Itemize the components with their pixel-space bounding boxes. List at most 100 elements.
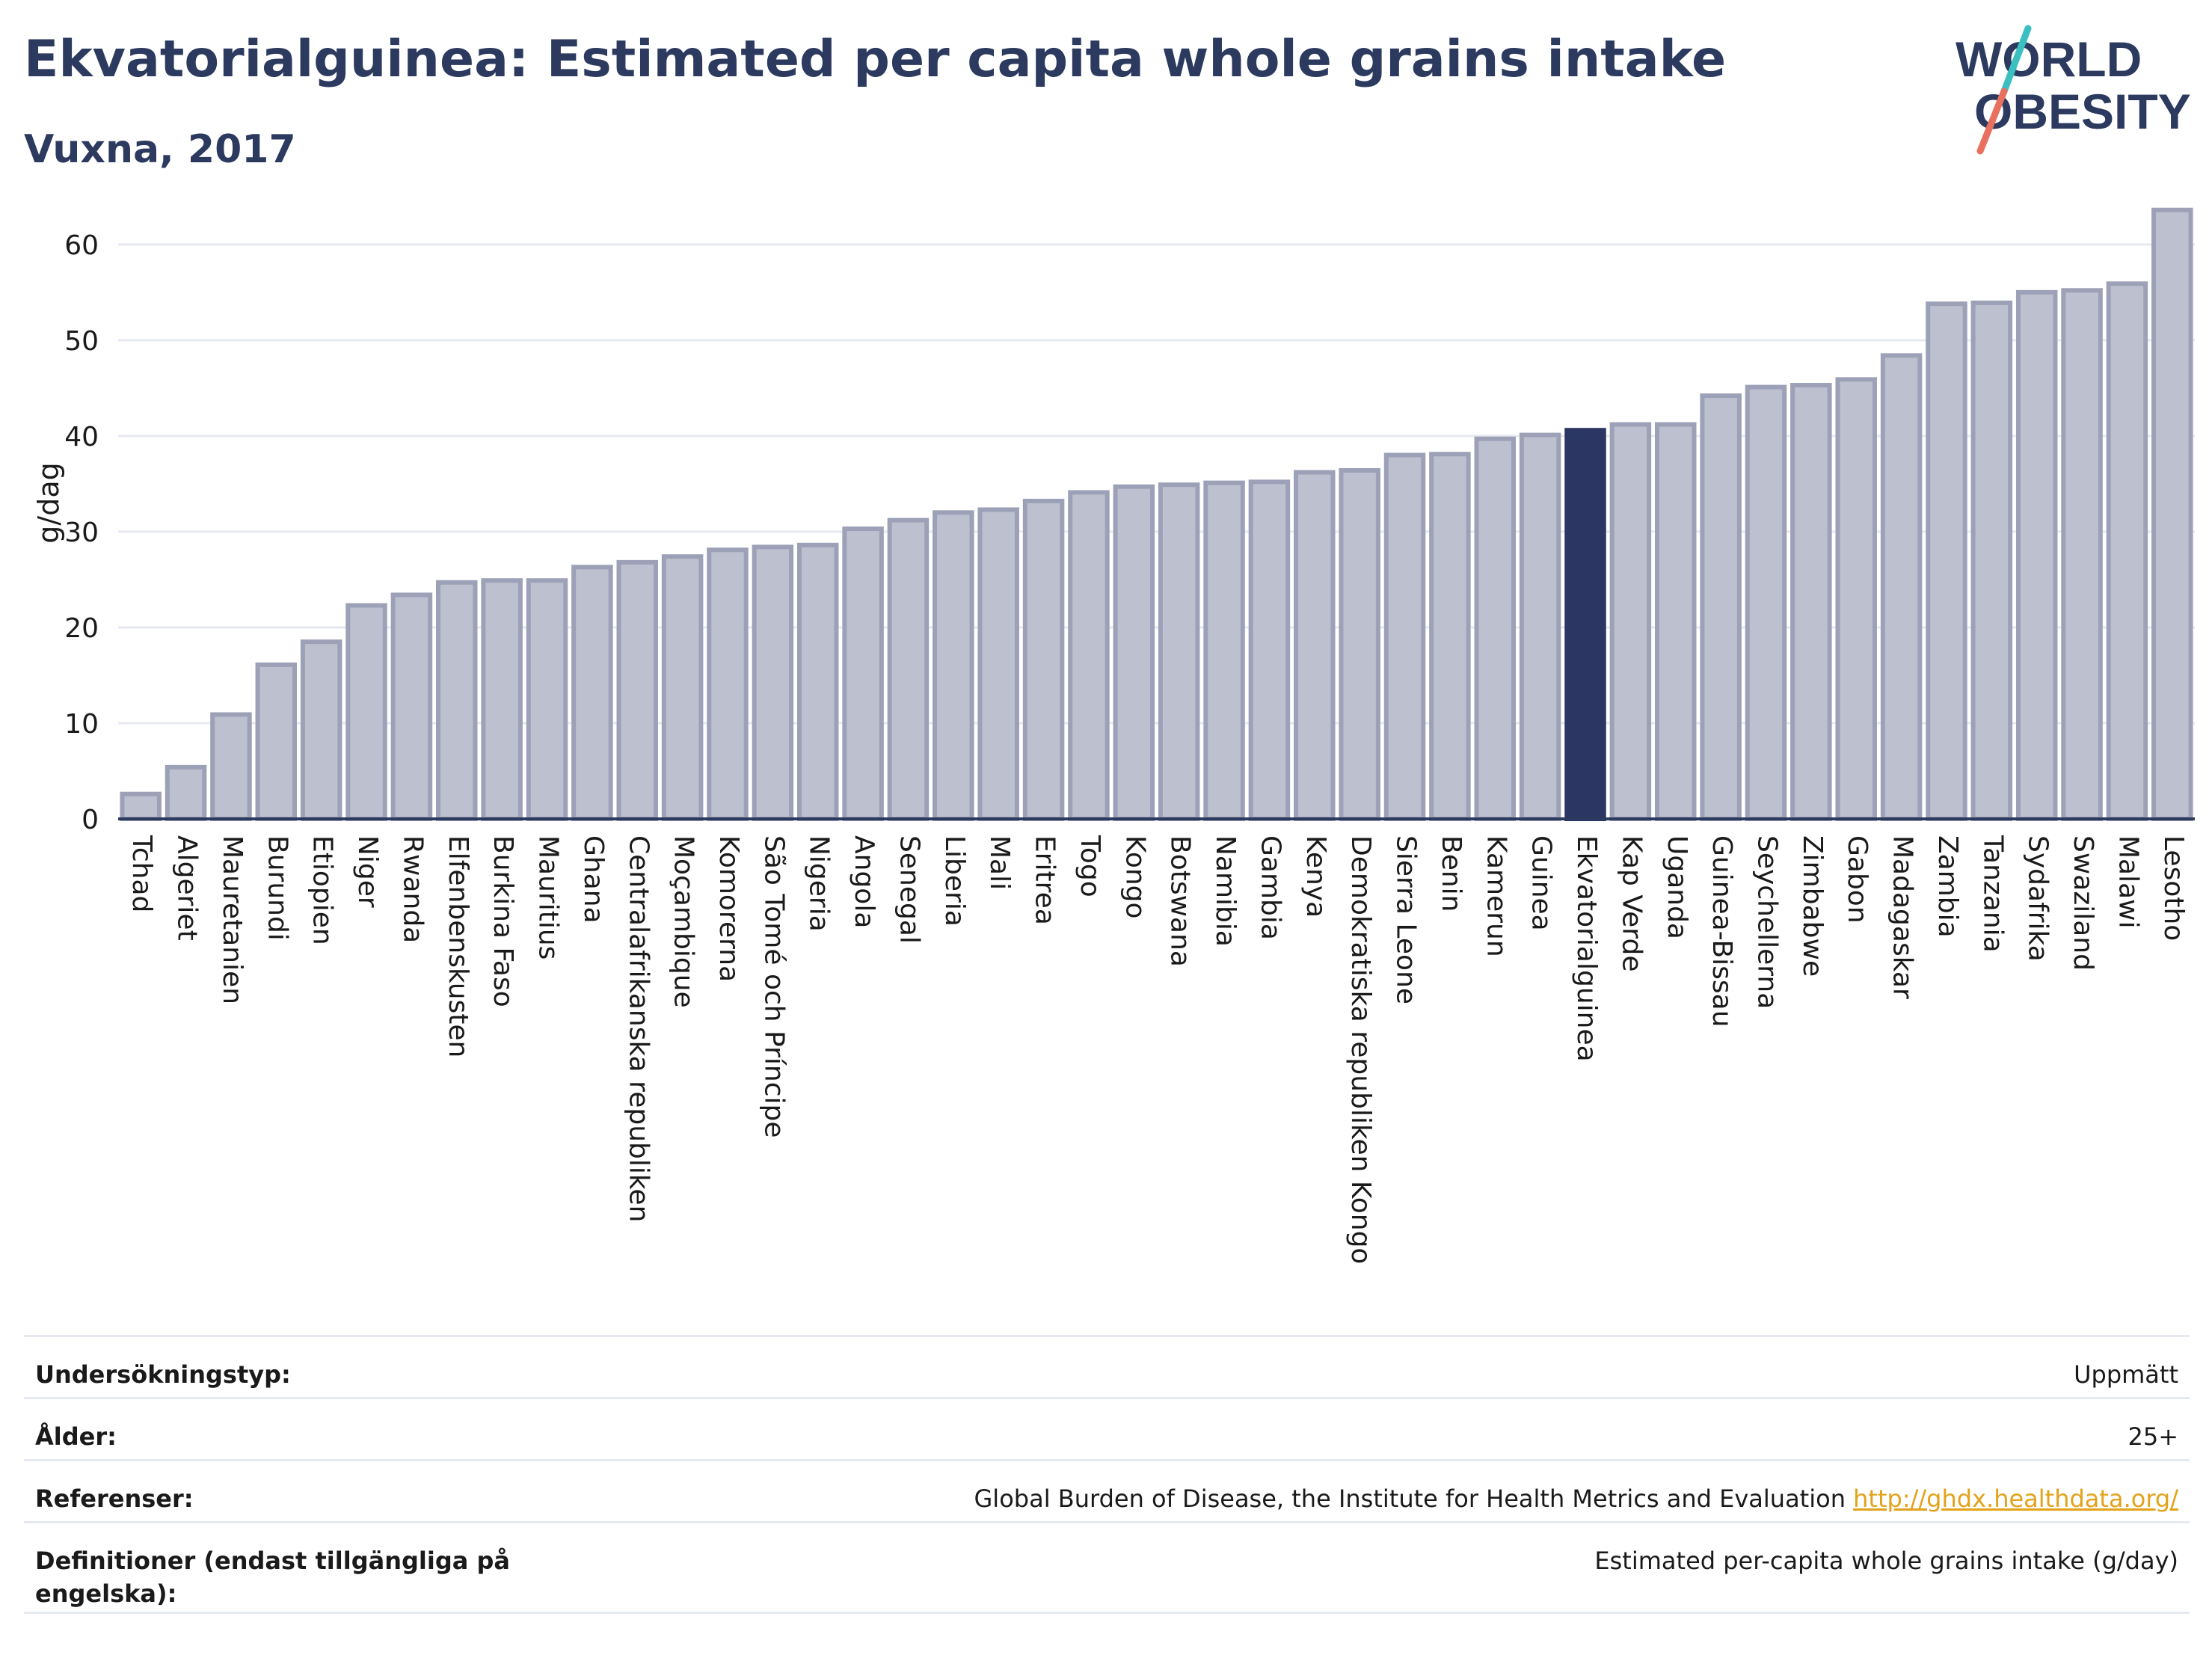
logo-word-obesity: OBESITY bbox=[1974, 84, 2191, 139]
logo-slash-top bbox=[2000, 25, 2032, 95]
bar-chart: 0 10 20 30 40 50 60 g/dag Tchad Algeriet Mauretani… bbox=[32, 207, 2195, 1264]
info-row-references: Referenser: Global Burden of Disease, th… bbox=[24, 1459, 2190, 1521]
bar bbox=[300, 639, 342, 821]
bar bbox=[436, 580, 478, 821]
logo-word-world: WORLD bbox=[1956, 31, 2142, 87]
info-label-definitions: Definitioner (endast tillgängliga på eng… bbox=[35, 1547, 510, 1608]
x-tick-label: Uganda bbox=[1662, 835, 1692, 939]
y-axis-label: g/dag bbox=[32, 462, 65, 543]
info-label-age: Ålder: bbox=[35, 1422, 117, 1451]
bar bbox=[1519, 432, 1561, 821]
bar bbox=[2015, 289, 2058, 822]
x-tick-label: Malawi bbox=[2113, 835, 2143, 929]
info-table: Undersökningstyp: Uppmätt Ålder: 25+ Ref… bbox=[24, 1335, 2190, 1614]
bar bbox=[887, 518, 930, 822]
bar bbox=[1835, 377, 1877, 822]
bar bbox=[345, 603, 387, 821]
y-tick-label: 40 bbox=[64, 422, 99, 452]
x-tick-label: Mauretanien bbox=[217, 835, 248, 1004]
references-text: Global Burden of Disease, the Institute … bbox=[974, 1484, 1854, 1513]
x-tick-label: Ghana bbox=[578, 835, 609, 924]
x-tick-label: Madagaskar bbox=[1887, 835, 1918, 999]
x-tick-label: Mauritius bbox=[533, 835, 564, 959]
bar bbox=[481, 578, 523, 821]
x-tick-label: Togo bbox=[1075, 835, 1105, 897]
x-tick-label: Swaziland bbox=[2068, 835, 2098, 971]
bar bbox=[2061, 288, 2103, 822]
x-tick-label: Eritrea bbox=[1030, 835, 1060, 925]
x-tick-label: Guinea-Bissau bbox=[1706, 835, 1737, 1028]
bar bbox=[1383, 452, 1426, 821]
x-tick-label: Rwanda bbox=[397, 835, 428, 943]
chart-title: Ekvatorialguinea: Estimated per capita w… bbox=[24, 30, 1727, 89]
bar-highlighted bbox=[1564, 428, 1606, 821]
bar bbox=[1926, 301, 1967, 821]
bar bbox=[1609, 422, 1652, 821]
x-tick-label: Kenya bbox=[1300, 835, 1331, 918]
bar bbox=[1203, 480, 1245, 821]
x-tick-label: Zambia bbox=[1932, 835, 1963, 938]
x-tick-label: Demokratiska republiken Kongo bbox=[1345, 835, 1376, 1264]
x-tick-label: Etiopien bbox=[307, 835, 338, 945]
y-tick-label: 50 bbox=[64, 326, 99, 357]
x-tick-label: Burundi bbox=[262, 835, 292, 941]
x-tick-label: Moçambique bbox=[669, 835, 699, 1008]
bar bbox=[1113, 484, 1155, 821]
bar bbox=[1339, 467, 1380, 822]
info-label-survey-type: Undersökningstyp: bbox=[35, 1360, 291, 1389]
bar bbox=[1790, 383, 1832, 821]
x-tick-label: Senegal bbox=[894, 835, 924, 944]
x-tick-label: Nigeria bbox=[804, 835, 835, 932]
x-tick-label: Kongo bbox=[1119, 835, 1150, 919]
x-tick-label: Kap Verde bbox=[1616, 835, 1647, 971]
bar bbox=[526, 578, 568, 821]
info-row-definitions: Definitioner (endast tillgängliga på eng… bbox=[24, 1521, 2190, 1614]
x-tick-label: Centralafrikanska republiken bbox=[623, 835, 654, 1222]
bar bbox=[1474, 436, 1517, 822]
bar bbox=[707, 547, 749, 821]
x-tick-label: Niger bbox=[352, 835, 383, 908]
x-tick-label: São Tomé och Príncipe bbox=[758, 835, 789, 1138]
world-obesity-logo: WORLD OBESITY bbox=[1956, 25, 2191, 155]
bar bbox=[1158, 482, 1200, 821]
x-tick-label: Sydafrika bbox=[2023, 835, 2053, 962]
bar bbox=[120, 791, 162, 822]
bar bbox=[210, 712, 252, 821]
x-tick-label: Guinea bbox=[1526, 835, 1557, 931]
info-value-survey-type: Uppmätt bbox=[2074, 1360, 2178, 1389]
x-tick-label: Komorerna bbox=[713, 835, 744, 982]
y-tick-label: 10 bbox=[64, 709, 99, 740]
info-value-definitions: Estimated per-capita whole grains intake… bbox=[1594, 1547, 2178, 1575]
logo-slash-bottom bbox=[1976, 87, 2008, 155]
bar bbox=[1068, 490, 1110, 822]
bar bbox=[255, 662, 298, 821]
x-tick-label: Gabon bbox=[1842, 835, 1872, 924]
bar bbox=[796, 542, 839, 821]
bar bbox=[842, 526, 884, 821]
bar bbox=[390, 592, 433, 822]
y-tick-label: 20 bbox=[64, 613, 99, 644]
bar bbox=[616, 559, 659, 821]
x-tick-label: Zimbabwe bbox=[1797, 835, 1828, 977]
info-row-survey-type: Undersökningstyp: Uppmätt bbox=[24, 1335, 2190, 1397]
bar bbox=[661, 554, 704, 821]
bar bbox=[165, 764, 207, 822]
bar bbox=[1022, 498, 1065, 821]
bar bbox=[1294, 470, 1336, 821]
x-tick-label: Liberia bbox=[939, 835, 970, 927]
bar bbox=[977, 507, 1019, 821]
x-tick-label: Burkina Faso bbox=[488, 835, 518, 1007]
bar bbox=[2106, 281, 2148, 821]
x-tick-label: Ekvatorialguinea bbox=[1571, 835, 1602, 1062]
x-tick-label: Gambia bbox=[1255, 835, 1285, 940]
x-tick-label: Botswana bbox=[1165, 835, 1196, 967]
x-tick-label: Sierra Leone bbox=[1391, 835, 1422, 1004]
bar bbox=[1700, 393, 1742, 821]
bar bbox=[2151, 207, 2193, 821]
references-link[interactable]: http://ghdx.healthdata.org/ bbox=[1853, 1484, 2178, 1513]
chart-subtitle: Vuxna, 2017 bbox=[24, 127, 296, 172]
y-tick-label: 30 bbox=[64, 518, 99, 548]
x-tick-label: Kamerun bbox=[1481, 835, 1511, 957]
bar bbox=[571, 565, 613, 821]
x-tick-label: Mali bbox=[984, 835, 1015, 890]
